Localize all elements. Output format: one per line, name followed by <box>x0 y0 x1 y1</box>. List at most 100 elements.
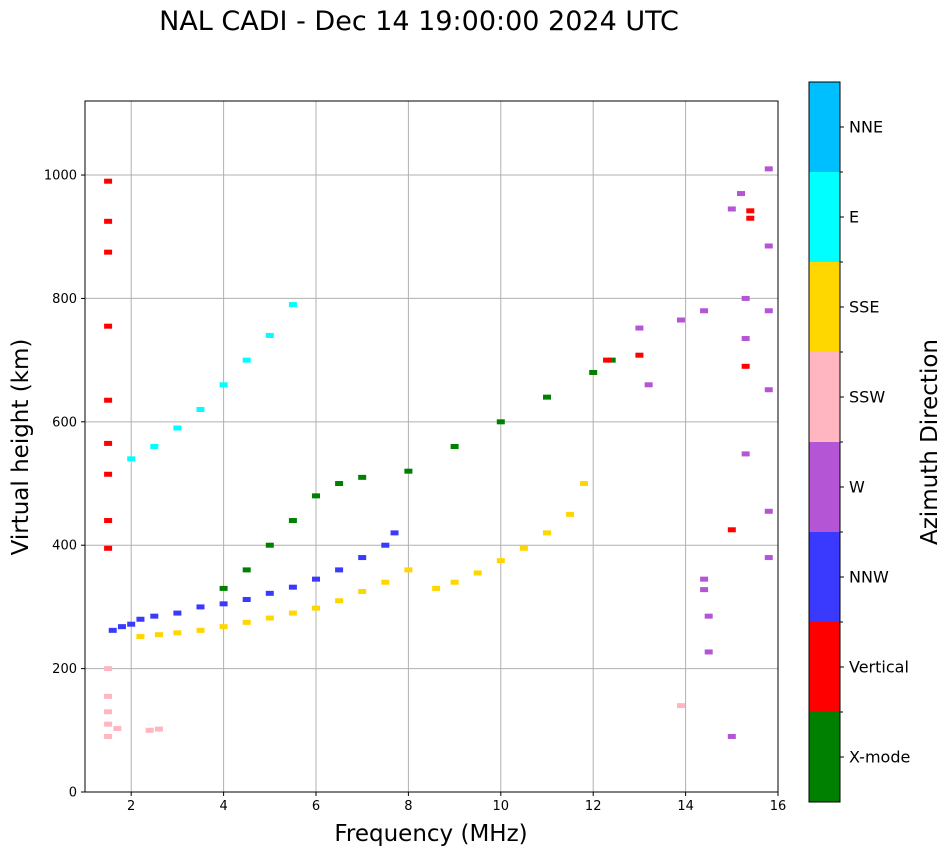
data-point <box>764 308 773 314</box>
colorbar-tick-label: W <box>849 478 865 497</box>
x-axis-ticks: 2 4 6 8 10 12 14 16 <box>127 792 786 814</box>
colorbar-swatch <box>809 172 840 262</box>
data-point <box>358 555 367 561</box>
data-point <box>700 308 709 314</box>
x-axis-label: Frequency (MHz) <box>334 821 527 847</box>
data-point <box>358 474 367 480</box>
data-point <box>676 317 685 323</box>
data-point <box>104 178 113 184</box>
data-point <box>104 518 113 524</box>
x-tick-label: 4 <box>219 799 227 814</box>
data-point <box>104 721 113 727</box>
data-point <box>381 542 390 548</box>
y-axis-label: Virtual height (km) <box>8 339 34 556</box>
data-point <box>741 363 750 369</box>
data-point <box>390 530 399 536</box>
data-point <box>265 332 274 338</box>
data-point <box>432 585 441 591</box>
data-point <box>496 558 505 564</box>
data-point <box>288 302 297 308</box>
data-point <box>741 451 750 457</box>
data-point <box>700 587 709 593</box>
y-tick-label: 800 <box>52 292 77 307</box>
grid-lines <box>85 101 779 793</box>
data-point <box>566 511 575 517</box>
data-point <box>196 627 205 633</box>
data-point <box>154 726 163 732</box>
data-point <box>473 570 482 576</box>
data-point <box>242 567 251 573</box>
data-point <box>173 630 182 636</box>
y-tick-label: 600 <box>52 415 77 430</box>
data-point <box>607 357 616 363</box>
data-point <box>700 576 709 582</box>
data-point <box>288 584 297 590</box>
data-point <box>104 693 113 699</box>
colorbar-swatch <box>809 82 840 172</box>
data-point <box>104 471 113 477</box>
colorbar-tick-label: Vertical <box>849 658 909 677</box>
data-point <box>104 440 113 446</box>
data-point <box>335 598 344 604</box>
data-point <box>589 369 598 375</box>
data-point <box>676 703 685 709</box>
x-tick-label: 2 <box>127 799 135 814</box>
data-point <box>104 733 113 739</box>
colorbar-tick-label: E <box>849 208 859 227</box>
data-point <box>381 579 390 585</box>
data-point <box>219 601 228 607</box>
data-point <box>242 597 251 603</box>
data-point <box>764 243 773 249</box>
data-point <box>704 613 713 619</box>
data-point <box>635 352 644 358</box>
x-tick-label: 8 <box>404 799 412 814</box>
data-point <box>104 218 113 224</box>
data-point <box>737 191 746 197</box>
data-point <box>312 605 320 611</box>
data-marks <box>104 166 773 739</box>
data-point <box>104 249 113 255</box>
data-point <box>764 508 773 514</box>
data-point <box>117 624 126 630</box>
data-point <box>196 604 205 610</box>
data-point <box>173 425 182 431</box>
data-point <box>312 576 320 582</box>
data-point <box>265 615 274 621</box>
colorbar-swatch <box>809 262 840 352</box>
data-point <box>519 545 528 551</box>
data-point <box>335 481 344 487</box>
data-point <box>746 215 755 221</box>
data-point <box>145 727 154 733</box>
data-point <box>136 616 145 622</box>
data-point <box>704 649 713 655</box>
data-point <box>543 530 551 536</box>
data-point <box>741 295 750 301</box>
colorbar-tick-label: SSW <box>849 388 885 407</box>
y-axis-ticks: 0 200 400 600 800 1000 <box>44 169 85 801</box>
x-tick-label: 16 <box>770 799 787 814</box>
data-point <box>746 208 755 214</box>
data-point <box>727 527 736 533</box>
data-point <box>104 709 113 715</box>
data-point <box>104 666 113 672</box>
y-tick-label: 0 <box>69 786 77 801</box>
data-point <box>404 567 413 573</box>
data-point <box>579 481 588 487</box>
data-point <box>113 725 122 731</box>
colorbar-tick-label: NNE <box>849 118 883 137</box>
x-tick-label: 6 <box>312 799 320 814</box>
colorbar-tick-label: NNW <box>849 568 889 587</box>
data-point <box>603 357 612 363</box>
data-point <box>196 406 205 412</box>
chart-title: NAL CADI - Dec 14 19:00:00 2024 UTC <box>159 6 679 37</box>
data-point <box>727 733 736 739</box>
data-point <box>219 382 228 388</box>
data-point <box>727 206 736 212</box>
x-tick-label: 10 <box>493 799 510 814</box>
data-point <box>242 619 251 625</box>
data-point <box>108 627 117 633</box>
y-tick-label: 1000 <box>44 169 77 184</box>
data-point <box>741 336 750 342</box>
data-point <box>242 357 251 363</box>
data-point <box>219 585 228 591</box>
